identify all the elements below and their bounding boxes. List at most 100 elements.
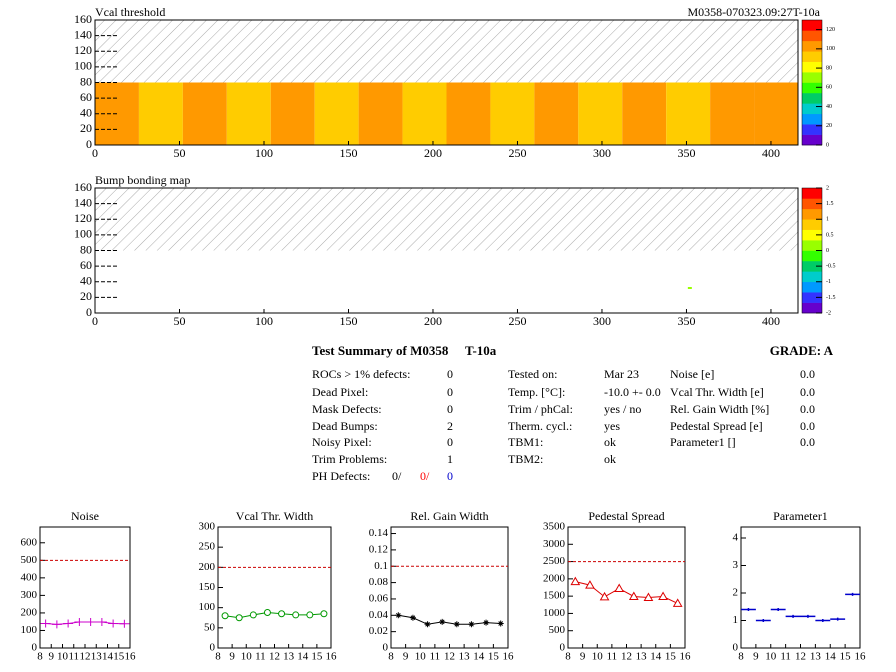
y-tick-label: 500: [21, 554, 38, 566]
heat-cell: [314, 82, 359, 145]
x-tick-label: 15: [665, 651, 677, 663]
summary-label: Vcal Thr. Width [e]: [670, 385, 764, 399]
marker: [395, 612, 402, 619]
y-tick-label: 1000: [543, 607, 566, 619]
y-tick-label: 2500: [543, 555, 566, 567]
heat-cell: [534, 82, 579, 145]
marker: [439, 618, 446, 625]
y-tick-label: 0: [86, 137, 92, 151]
y-tick-label: 140: [74, 27, 92, 41]
x-tick-label: 250: [508, 146, 526, 160]
heat-cell: [666, 82, 711, 145]
palette-swatch: [802, 134, 822, 146]
summary-grade: GRADE: A: [770, 343, 834, 358]
summary-value: 0.0: [800, 367, 815, 381]
x-tick-label: 200: [424, 146, 442, 160]
y-tick-label: 160: [74, 12, 92, 26]
palette-swatch: [802, 30, 822, 42]
chart-label: M0358-070323.09:27T-10a: [687, 5, 820, 19]
summary-value: 0/: [392, 469, 402, 483]
summary-value: 0.0: [800, 385, 815, 399]
z-tick-label: 0.5: [826, 232, 834, 238]
palette-swatch: [802, 61, 822, 73]
palette-swatch: [802, 292, 822, 303]
x-tick-label: 14: [297, 651, 309, 663]
heat-cell: [182, 82, 227, 145]
chart-title: Bump bonding map: [95, 173, 190, 187]
chart-title: Rel. Gain Width: [410, 509, 488, 523]
y-tick-label: 0: [733, 642, 739, 654]
x-tick-label: 200: [424, 314, 442, 328]
heat-point: [687, 287, 692, 289]
summary-label: Noise [e]: [670, 367, 714, 381]
x-tick-label: 0: [92, 314, 98, 328]
chart-title: Parameter1: [773, 509, 828, 523]
summary-value: yes / no: [604, 402, 641, 416]
z-tick-label: -1.5: [826, 295, 836, 301]
x-tick-label: 9: [580, 651, 586, 663]
summary-label: ROCs > 1% defects:: [312, 367, 410, 381]
x-tick-label: 350: [677, 314, 695, 328]
z-tick-label: -0.5: [826, 264, 836, 270]
summary-value: 0: [447, 469, 453, 483]
x-tick-label: 100: [255, 146, 273, 160]
marker: [119, 619, 130, 628]
x-tick-label: 9: [403, 651, 409, 663]
summary-label: Rel. Gain Width [%]: [670, 402, 769, 416]
z-tick-label: 100: [826, 46, 835, 52]
y-tick-label: 0: [210, 642, 216, 654]
z-tick-label: 0: [826, 142, 829, 148]
y-tick-label: 0.12: [369, 543, 388, 555]
x-tick-label: 13: [91, 651, 103, 663]
x-tick-label: 0: [92, 146, 98, 160]
y-tick-label: 1: [733, 614, 739, 626]
chart-title: Noise: [71, 509, 99, 523]
y-tick-label: 3: [733, 559, 739, 571]
x-tick-label: 14: [825, 651, 837, 663]
heat-cell: [710, 82, 755, 145]
heat-cell: [138, 82, 183, 145]
x-tick-label: 8: [215, 651, 221, 663]
x-tick-label: 8: [565, 651, 571, 663]
x-tick-label: 9: [229, 651, 235, 663]
x-tick-label: 50: [173, 314, 185, 328]
y-tick-label: 4: [733, 532, 739, 544]
x-tick-label: 11: [607, 651, 618, 663]
x-tick-label: 14: [102, 651, 114, 663]
palette-swatch: [802, 124, 822, 135]
heat-cell: [578, 82, 623, 145]
x-tick-label: 15: [113, 651, 125, 663]
marker: [51, 620, 62, 629]
palette-swatch: [802, 188, 822, 199]
summary-label: Parameter1 []: [670, 435, 736, 449]
marker: [468, 621, 475, 628]
palette-swatch: [802, 92, 822, 104]
summary-value: 0.0: [800, 402, 815, 416]
marker: [815, 619, 831, 622]
x-tick-label: 12: [80, 651, 91, 663]
z-tick-label: 1.5: [826, 201, 834, 207]
marker: [614, 583, 625, 593]
x-tick-label: 12: [621, 651, 632, 663]
y-tick-label: 40: [80, 106, 92, 120]
heat-cell: [490, 82, 535, 145]
x-tick-label: 12: [269, 651, 280, 663]
y-tick-label: 2000: [543, 572, 566, 584]
marker: [483, 619, 490, 626]
summary-label: Dead Bumps:: [312, 419, 378, 433]
heat-cell: [622, 82, 667, 145]
summary-value: 0.0: [800, 435, 815, 449]
x-tick-label: 11: [68, 651, 79, 663]
y-tick-label: 100: [199, 601, 216, 613]
y-tick-label: 0: [383, 642, 389, 654]
x-tick-label: 13: [636, 651, 648, 663]
summary-title: Test Summary of M0358: [312, 343, 449, 358]
z-tick-label: -2: [826, 310, 831, 316]
heat-cell: [358, 82, 403, 145]
x-tick-label: 250: [508, 314, 526, 328]
y-tick-label: 60: [80, 258, 92, 272]
y-tick-label: 0.06: [369, 592, 389, 604]
palette-swatch: [802, 51, 822, 62]
marker: [263, 609, 271, 617]
y-tick-label: 80: [80, 74, 92, 88]
